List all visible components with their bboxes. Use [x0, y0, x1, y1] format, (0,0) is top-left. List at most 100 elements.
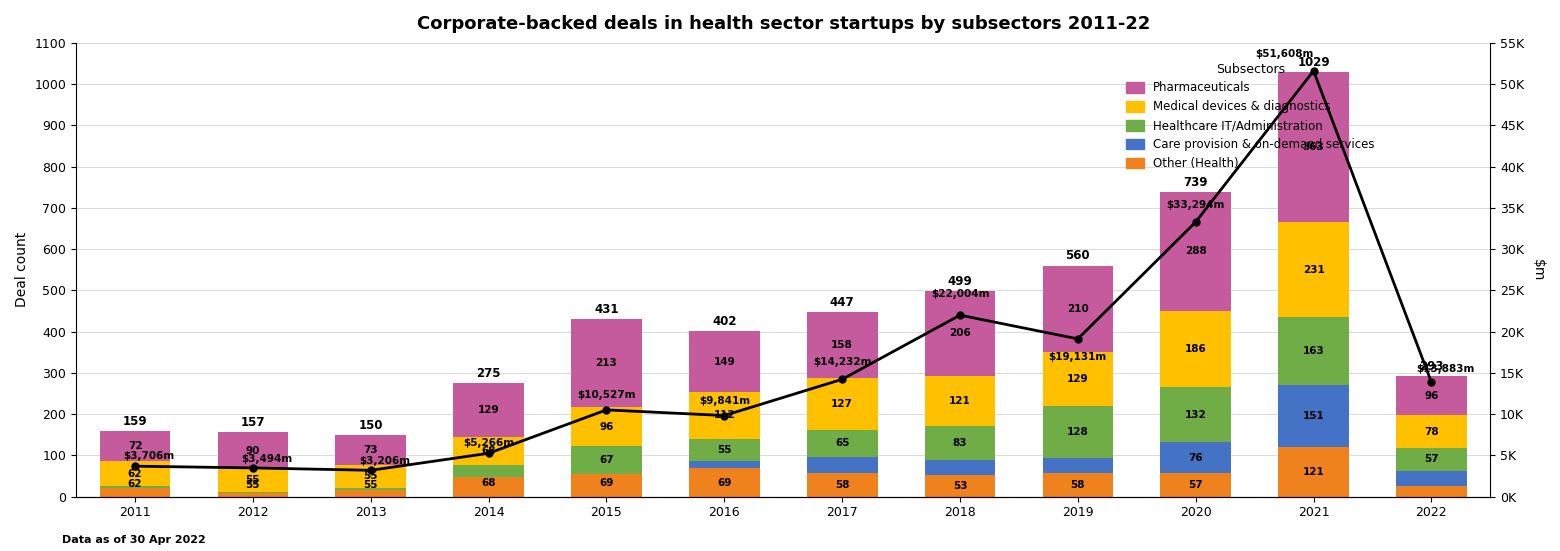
Text: 213: 213 — [596, 358, 618, 368]
Y-axis label: $m: $m — [1530, 258, 1544, 281]
Text: 447: 447 — [830, 296, 855, 309]
Text: 112: 112 — [713, 410, 735, 420]
Text: $3,494m: $3,494m — [242, 454, 293, 464]
Bar — [1042, 266, 1114, 352]
Text: 53: 53 — [953, 481, 967, 491]
Bar — [335, 474, 406, 497]
Text: 402: 402 — [711, 315, 736, 328]
Bar — [1161, 387, 1231, 442]
Text: 121: 121 — [948, 396, 970, 406]
Bar — [335, 435, 406, 465]
Text: 55: 55 — [718, 445, 732, 455]
Text: $19,131m: $19,131m — [1048, 352, 1108, 362]
Bar — [690, 461, 760, 468]
Text: 68: 68 — [482, 478, 496, 488]
Bar — [571, 407, 641, 446]
Bar — [454, 436, 524, 464]
Text: $9,841m: $9,841m — [699, 396, 750, 406]
Text: 69: 69 — [599, 478, 613, 488]
Text: $14,232m: $14,232m — [813, 357, 872, 367]
Bar — [100, 471, 170, 497]
Text: 55: 55 — [363, 480, 378, 490]
Bar — [690, 331, 760, 392]
Text: 210: 210 — [1067, 304, 1089, 314]
Bar — [454, 383, 524, 436]
Text: 55: 55 — [245, 476, 261, 485]
Bar — [1278, 222, 1349, 317]
Text: Data as of 30 Apr 2022: Data as of 30 Apr 2022 — [62, 536, 206, 545]
Bar — [1278, 72, 1349, 222]
Text: 288: 288 — [1186, 246, 1206, 256]
Text: 363: 363 — [1303, 142, 1324, 152]
Bar — [100, 461, 170, 487]
Text: 58: 58 — [835, 480, 849, 490]
Text: $51,608m: $51,608m — [1254, 48, 1314, 58]
Bar — [807, 377, 878, 430]
Bar — [1161, 192, 1231, 311]
Text: 129: 129 — [477, 405, 499, 415]
Bar — [1396, 471, 1466, 487]
Bar — [335, 465, 406, 488]
Bar — [925, 291, 995, 376]
Y-axis label: Deal count: Deal count — [16, 232, 30, 307]
Text: 163: 163 — [1303, 346, 1324, 356]
Bar — [217, 474, 289, 497]
Text: 431: 431 — [594, 302, 619, 316]
Text: 150: 150 — [359, 419, 384, 431]
Bar — [217, 492, 289, 493]
Bar — [571, 446, 641, 474]
Text: 159: 159 — [123, 415, 147, 428]
Bar — [1396, 415, 1466, 447]
Bar — [925, 376, 995, 426]
Bar — [807, 457, 878, 473]
Text: $33,294m: $33,294m — [1167, 199, 1225, 209]
Text: 739: 739 — [1184, 176, 1207, 188]
Text: 96: 96 — [1424, 391, 1438, 401]
Bar — [335, 488, 406, 490]
Bar — [100, 487, 170, 489]
Bar — [1161, 311, 1231, 387]
Bar — [1042, 473, 1114, 497]
Text: 65: 65 — [835, 438, 849, 449]
Text: 62: 62 — [128, 469, 142, 479]
Text: 96: 96 — [599, 422, 613, 431]
Legend: Pharmaceuticals, Medical devices & diagnostics, Healthcare IT/Administration, Ca: Pharmaceuticals, Medical devices & diagn… — [1122, 58, 1379, 175]
Bar — [571, 319, 641, 407]
Bar — [807, 473, 878, 497]
Bar — [1278, 447, 1349, 497]
Bar — [925, 475, 995, 497]
Bar — [454, 469, 524, 477]
Text: $13,883m: $13,883m — [1416, 364, 1474, 374]
Text: 72: 72 — [128, 441, 142, 451]
Bar — [807, 312, 878, 377]
Bar — [1161, 442, 1231, 473]
Text: 128: 128 — [1067, 427, 1089, 437]
Text: 67: 67 — [599, 455, 613, 465]
Text: 560: 560 — [1065, 250, 1090, 262]
Bar — [1042, 458, 1114, 473]
Bar — [1396, 376, 1466, 415]
Bar — [217, 469, 289, 492]
Bar — [571, 468, 641, 497]
Bar — [100, 471, 170, 489]
Text: 62: 62 — [128, 479, 142, 489]
Text: 57: 57 — [1424, 455, 1438, 464]
Text: 83: 83 — [953, 438, 967, 448]
Text: 69: 69 — [718, 478, 732, 488]
Text: 293: 293 — [1420, 360, 1443, 372]
Text: 1029: 1029 — [1298, 56, 1329, 69]
Bar — [807, 430, 878, 457]
Bar — [454, 469, 524, 497]
Text: 186: 186 — [1186, 344, 1206, 354]
Bar — [571, 468, 641, 474]
Text: $5,266m: $5,266m — [463, 437, 515, 447]
Text: 132: 132 — [1186, 409, 1206, 420]
Bar — [690, 439, 760, 461]
Text: 76: 76 — [1189, 452, 1203, 462]
Text: 90: 90 — [246, 446, 261, 456]
Text: 57: 57 — [1189, 480, 1203, 490]
Text: 231: 231 — [1303, 264, 1324, 274]
Text: 58: 58 — [1070, 480, 1086, 490]
Title: Corporate-backed deals in health sector startups by subsectors 2011-22: Corporate-backed deals in health sector … — [417, 15, 1150, 33]
Bar — [100, 431, 170, 461]
